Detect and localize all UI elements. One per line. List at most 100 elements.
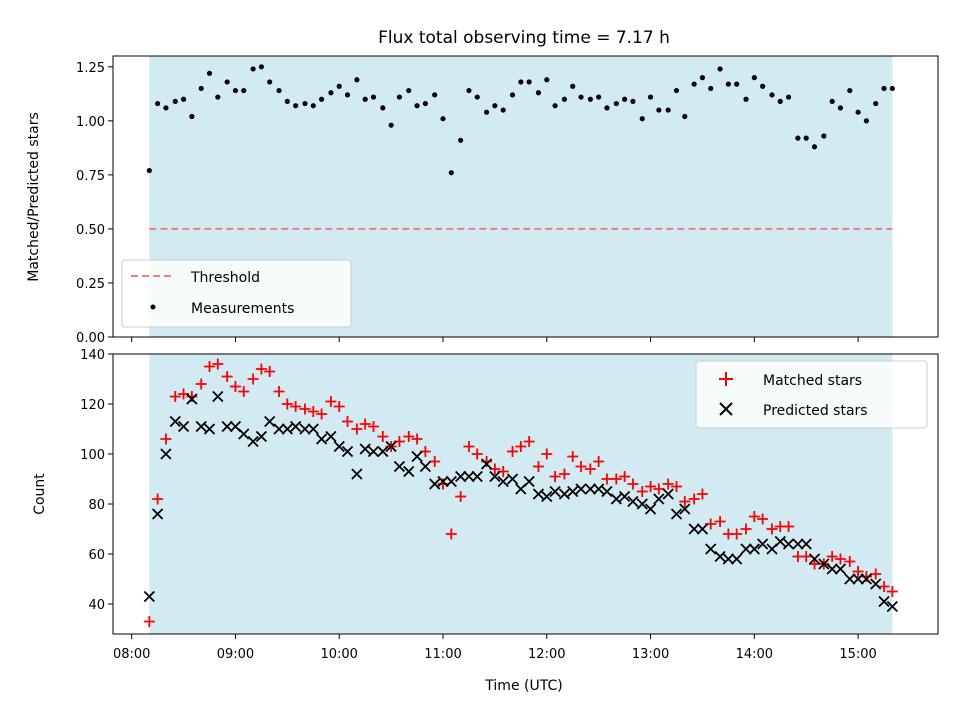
matched-star-point <box>403 431 415 442</box>
predicted-star-point <box>497 475 509 488</box>
measurement-point <box>276 87 282 94</box>
matched-star-point <box>264 366 276 377</box>
matched-star-point <box>627 478 639 490</box>
predicted-star-point <box>523 475 535 488</box>
measurement-point <box>769 92 775 98</box>
predicted-star-point <box>834 563 847 575</box>
matched-star-point <box>826 551 838 562</box>
matched-star-point <box>766 523 778 535</box>
measurement-point <box>370 94 377 100</box>
count-x-tick-label: 13:00 <box>632 647 669 662</box>
predicted-star-point <box>247 435 259 448</box>
predicted-star-point <box>403 465 415 478</box>
predicted-star-point <box>264 415 276 428</box>
predicted-star-point <box>860 573 873 585</box>
measurement-point <box>665 107 671 113</box>
ratio-legend-box <box>121 259 352 328</box>
measurement-point <box>172 98 178 104</box>
measurement-point <box>258 64 264 70</box>
predicted-star-point <box>705 543 717 555</box>
predicted-star-point <box>143 590 155 603</box>
count-x-tick-label: 11:00 <box>424 647 461 662</box>
matched-star-point <box>377 431 389 442</box>
measurement-point <box>241 87 247 94</box>
count-y-tick-label: 120 <box>80 398 105 413</box>
matched-star-point <box>507 446 519 457</box>
measurement-point <box>526 79 532 85</box>
measurement-point <box>587 96 593 102</box>
count-axes: 40 60 80 100 120 140 08:00 09:00 10:00 11:00 12:00… <box>80 348 939 662</box>
measurement-point <box>647 94 654 100</box>
measurement-point <box>673 87 680 94</box>
matched-star-point <box>333 401 345 412</box>
predicted-star-point <box>636 498 648 510</box>
measurement-point <box>318 96 325 102</box>
predicted-star-points <box>143 390 898 613</box>
measurement-point <box>691 81 697 87</box>
measurement-point <box>717 66 723 72</box>
predicted-star-point <box>367 445 380 458</box>
ratio-y-tick-label: 1.00 <box>76 115 105 130</box>
ratio-y-axis-label: Matched/Predicted stars <box>26 112 42 282</box>
matched-star-point <box>549 471 561 482</box>
predicted-star-point <box>870 578 882 590</box>
matched-star-point <box>523 436 535 447</box>
ratio-y-tick-label: 1.25 <box>76 61 105 76</box>
predicted-star-point <box>212 390 224 403</box>
count-x-tick-label: 10:00 <box>320 647 357 662</box>
measurement-point <box>873 100 879 107</box>
predicted-star-point <box>160 448 172 460</box>
predicted-star-point <box>437 475 449 488</box>
predicted-star-point <box>489 470 501 483</box>
measurement-point <box>552 103 558 109</box>
matched-star-point <box>195 378 207 390</box>
matched-star-point <box>463 441 475 452</box>
predicted-star-point <box>722 553 735 565</box>
predicted-star-point <box>419 460 431 473</box>
matched-star-point <box>169 391 181 402</box>
predicted-star-point <box>800 538 812 550</box>
matched-star-point <box>870 568 882 580</box>
predicted-star-point <box>627 495 639 508</box>
matched-star-point <box>610 473 622 485</box>
measurement-point <box>682 113 688 120</box>
matched-star-point <box>740 523 752 535</box>
predicted-star-point <box>315 433 328 445</box>
matched-star-point <box>800 551 812 562</box>
x-axis-label: Time (UTC) <box>484 678 562 694</box>
predicted-star-point <box>359 443 371 455</box>
matched-star-point <box>325 396 337 407</box>
predicted-star-point <box>299 423 311 435</box>
measurement-point <box>760 83 766 89</box>
matched-star-point <box>290 401 302 412</box>
matched-star-point <box>852 566 864 577</box>
measurement-point <box>310 103 316 109</box>
measurement-point <box>422 100 428 107</box>
measurement-point <box>483 109 490 115</box>
measurement-point <box>388 122 394 128</box>
measurement-point <box>284 98 290 104</box>
predicted-star-point <box>558 488 571 500</box>
predicted-star-point <box>549 485 561 498</box>
measurement-point <box>224 79 230 85</box>
matched-star-point <box>696 488 708 500</box>
count-panel: 40 60 80 100 120 140 08:00 09:00 10:00 11:00 12:00… <box>32 348 939 694</box>
matched-star-point <box>221 371 233 382</box>
predicted-star-point <box>445 475 457 488</box>
predicted-star-point <box>575 483 587 495</box>
matched-star-point <box>342 416 354 427</box>
predicted-star-point <box>221 420 233 433</box>
predicted-star-point <box>471 470 483 483</box>
ratio-y-tick-label: 0.00 <box>76 331 105 346</box>
measurement-point <box>293 103 299 109</box>
predicted-star-point <box>255 430 268 443</box>
predicted-star-point <box>151 508 164 520</box>
measurement-point <box>474 94 480 100</box>
measurement-point <box>795 135 801 141</box>
predicted-star-point <box>429 478 441 490</box>
matched-star-point <box>679 496 691 507</box>
predicted-star-point <box>756 538 769 550</box>
predicted-star-point <box>463 470 475 483</box>
measurement-point <box>396 94 403 100</box>
count-x-tick-label: 14:00 <box>736 647 773 662</box>
